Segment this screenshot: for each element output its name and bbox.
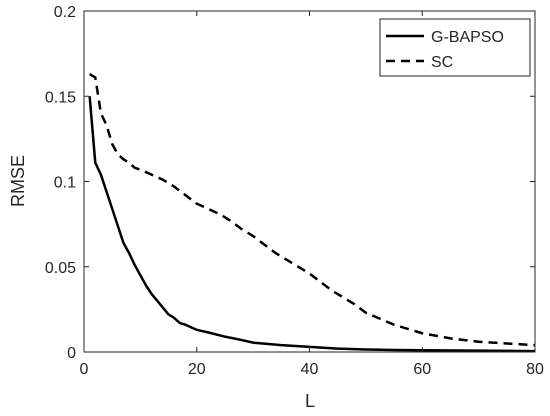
series-layer	[88, 73, 536, 353]
legend: G-BAPSO SC	[379, 18, 531, 77]
y-tick-label: 0	[67, 345, 76, 362]
legend-box	[379, 18, 531, 77]
x-tick-label: 60	[413, 361, 431, 378]
legend-label-g-bapso: G-BAPSO	[431, 29, 504, 46]
y-tick-label: 0.1	[54, 175, 76, 192]
series-line-sc	[88, 73, 536, 347]
y-axis-title: RMSE	[8, 155, 28, 207]
x-tick-label: 0	[80, 361, 89, 378]
series-line-g-bapso	[88, 96, 536, 353]
x-axis-title: L	[305, 391, 315, 411]
plot-frame	[83, 10, 536, 353]
legend-label-sc: SC	[431, 54, 453, 71]
y-tick-label: 0.2	[54, 4, 76, 21]
x-tick-label: 80	[526, 361, 544, 378]
x-tick-label: 40	[301, 361, 319, 378]
x-tick-label: 20	[188, 361, 206, 378]
y-tick-label: 0.15	[45, 89, 76, 106]
y-tick-label: 0.05	[45, 260, 76, 277]
